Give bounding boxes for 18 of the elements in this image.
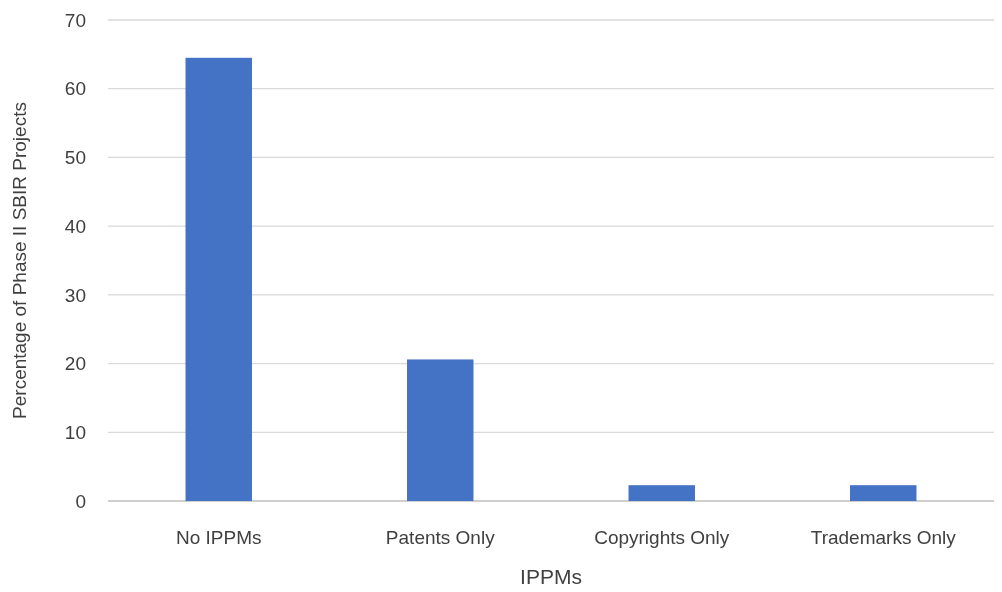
y-tick-label: 0 — [75, 490, 86, 512]
x-tick-label: Patents Only — [385, 527, 496, 548]
bar — [407, 359, 474, 501]
x-tick-label: No IPPMs — [175, 527, 262, 548]
y-tick-label: 20 — [64, 353, 86, 375]
y-tick-label: 60 — [64, 78, 86, 100]
bar — [185, 57, 252, 501]
y-tick-label: 50 — [64, 147, 86, 169]
y-tick-label: 40 — [64, 215, 86, 237]
bar — [850, 485, 917, 501]
bar — [628, 485, 695, 501]
y-tick-label: 10 — [64, 421, 86, 443]
y-axis-title: Percentage of Phase II SBIR Projects — [9, 102, 30, 419]
y-tick-label: 70 — [64, 9, 86, 31]
x-tick-label: Copyrights Only — [594, 527, 730, 548]
x-tick-label: Trademarks Only — [810, 527, 957, 548]
y-tick-label: 30 — [64, 284, 86, 306]
x-axis-title: IPPMs — [520, 565, 582, 588]
